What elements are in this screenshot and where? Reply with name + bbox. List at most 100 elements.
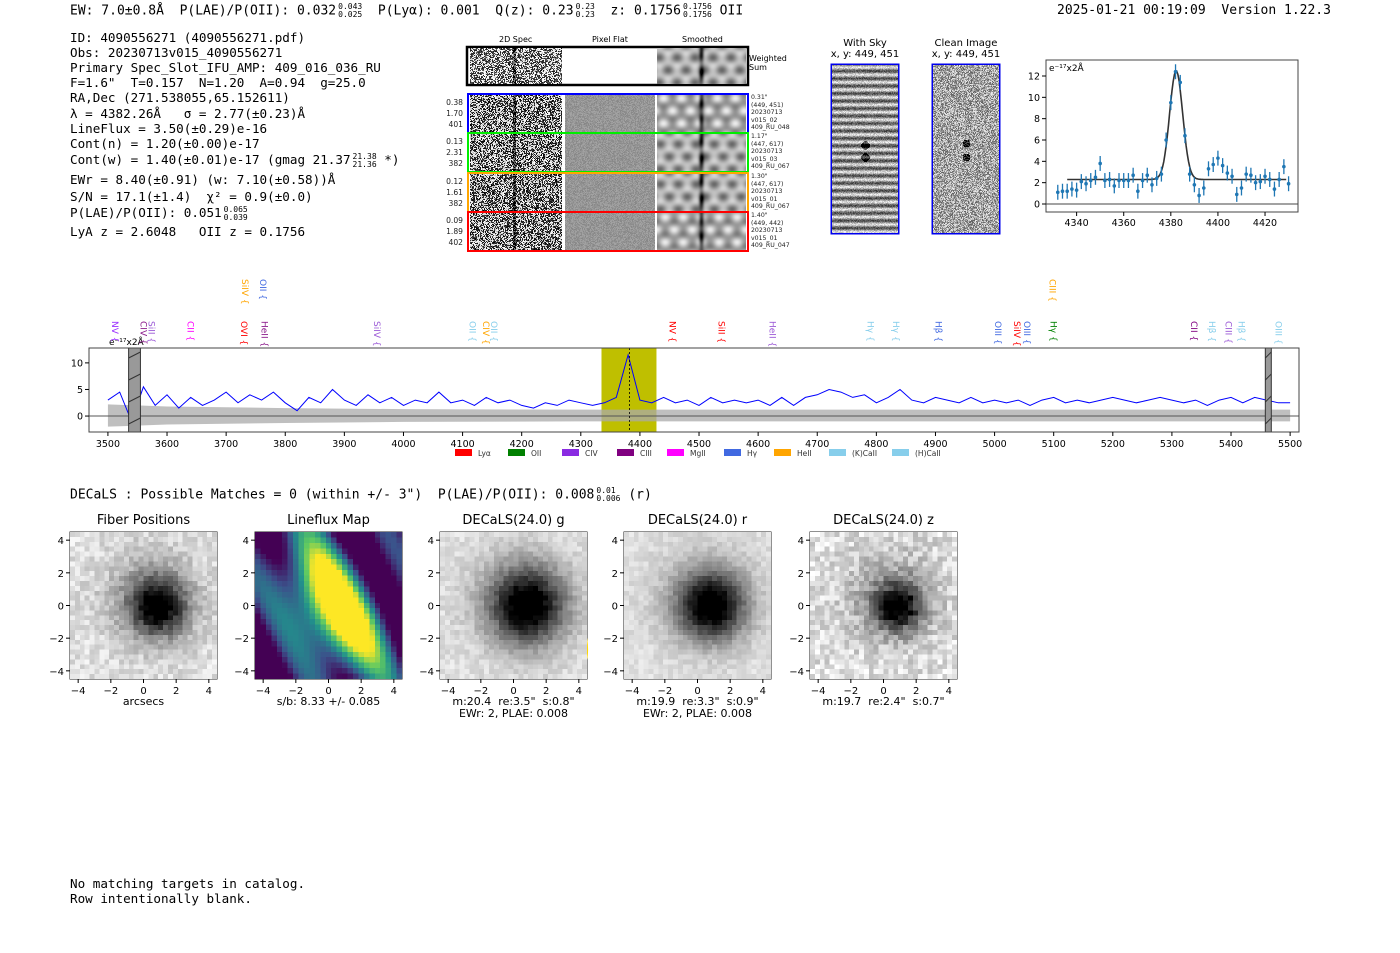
fit-data-point xyxy=(1239,186,1244,190)
timestamp: 2025-01-21 00:19:09 xyxy=(1057,3,1206,18)
masked-region-hatch xyxy=(1264,395,1272,403)
info-sn: S/N = 17.1(±1.4) χ² = 0.9(±0.0) xyxy=(70,189,313,204)
masked-region-hatch xyxy=(1264,373,1272,381)
fit-data-point xyxy=(1084,181,1088,186)
info-plae-text: P(LAE)/P(OII): 0.051 xyxy=(70,205,222,220)
spectrum-xtick-label: 5100 xyxy=(1042,439,1066,450)
spec-row-left-label: 1.61 xyxy=(446,188,463,197)
cutout-ytick-label: 0 xyxy=(243,602,249,613)
header-z: z: 0.1756 xyxy=(610,3,681,19)
fit-data-point xyxy=(1282,164,1286,169)
fit-data-point xyxy=(1197,193,1201,198)
spectrum-xtick-label: 4400 xyxy=(628,439,652,450)
spectral-line-label: HeII { xyxy=(766,321,776,347)
fit-data-point xyxy=(1093,175,1098,180)
spectrum-xtick-label: 4800 xyxy=(864,439,888,450)
cutout-xtick-label: 2 xyxy=(173,686,179,697)
fit-data-point xyxy=(1249,173,1253,177)
qz-hi: 0.23 xyxy=(575,2,595,11)
cutout-caption: EWr: 2, PLAE: 0.008 xyxy=(458,707,569,720)
fit-data-point xyxy=(1103,178,1107,183)
legend-label: Hγ xyxy=(747,449,758,458)
fit-data-point xyxy=(1140,178,1145,183)
with-sky-label: With Sky xyxy=(843,38,887,49)
info-params: F=1.6" T=0.157 N=1.20 A=0.94 g=25.0 xyxy=(70,75,366,90)
cutout-caption: s/b: 8.33 +/- 0.085 xyxy=(276,695,381,708)
cutout-xtick-label: 2 xyxy=(913,686,919,697)
spectral-line-label: HeII { xyxy=(259,321,269,347)
cutout-ytick-label: 4 xyxy=(243,536,249,547)
cutout-ytick-label: −4 xyxy=(419,667,434,678)
fit-data-point xyxy=(1159,172,1164,176)
error-band xyxy=(107,404,1291,427)
spec-row-smoothed xyxy=(657,134,746,171)
spec-row-right-label: 20230713 xyxy=(751,227,783,235)
fit-data-point xyxy=(1187,172,1192,176)
decals-plae-lo: 0.006 xyxy=(596,494,621,503)
spec-row-smoothed xyxy=(657,95,746,132)
spectrum-xtick-label: 4200 xyxy=(510,439,534,450)
cutout-image xyxy=(255,532,402,679)
fit-data-point xyxy=(1220,163,1225,168)
cutout-xtick-label: −4 xyxy=(71,686,86,697)
cutout-xtick-label: 0 xyxy=(694,686,700,697)
spectrum-xtick-label: 5300 xyxy=(1160,439,1184,450)
decals-band: (r) xyxy=(628,487,652,503)
cutout-ytick-label: 2 xyxy=(798,569,804,580)
spec-row-left-label: 401 xyxy=(448,120,464,129)
fit-data-point xyxy=(1253,180,1258,185)
spectrum-xtick-label: 4700 xyxy=(805,439,829,450)
header-timestamp-version: 2025-01-21 00:19:09 Version 1.22.3 xyxy=(1057,3,1331,18)
fit-plot-xtick-label: 4420 xyxy=(1253,218,1277,229)
spec-row-left-label: 1.70 xyxy=(446,109,463,118)
spectral-line-label: CIII { xyxy=(1223,321,1233,344)
fit-data-point xyxy=(1173,69,1178,74)
spectrum-xtick-label: 5500 xyxy=(1278,439,1302,450)
cutout-caption: m:19.7 re:2.4" s:0.7" xyxy=(822,695,945,708)
spec-row-2d-image xyxy=(470,134,562,171)
spec-row-right-label: v015_02 xyxy=(751,116,778,124)
header-z-range: 0.1756 0.1756 xyxy=(683,3,712,19)
spec-row-right-label: 1.40" xyxy=(751,212,768,219)
legend-swatch xyxy=(562,449,579,456)
fit-plot-ytick-label: 8 xyxy=(1034,114,1040,125)
fit-data-point xyxy=(1183,133,1187,138)
spec-row-pixel-flat xyxy=(565,174,655,211)
fit-data-point xyxy=(1088,178,1093,183)
cutout-ytick-label: −4 xyxy=(789,667,804,678)
fit-data-point xyxy=(1126,178,1131,183)
cutout-xtick-label: −4 xyxy=(256,686,271,697)
fit-data-point xyxy=(1192,183,1197,187)
fit-plot-xtick-label: 4340 xyxy=(1065,218,1089,229)
cutout-xtick-label: 4 xyxy=(206,686,212,697)
fit-data-point xyxy=(1154,176,1159,181)
spec-row-right-label: 409_RU_047 xyxy=(751,242,790,250)
fit-data-point xyxy=(1136,189,1140,193)
header-plae-range: 0.043 0.025 xyxy=(338,3,362,19)
legend-label: OII xyxy=(531,449,541,458)
masked-region-hatch xyxy=(128,417,141,425)
cutout-xtick-label: 4 xyxy=(760,686,766,697)
clean-image-coords: x, y: 449, 451 xyxy=(931,49,1001,60)
spec-row-frame xyxy=(467,211,749,252)
cutout-xtick-label: −4 xyxy=(811,686,826,697)
info-plae: P(LAE)/P(OII): 0.051 0.065 0.039 xyxy=(70,205,248,222)
masked-region-hatch xyxy=(128,351,141,359)
legend-label: CIII xyxy=(640,449,652,458)
cutout-xtick-label: 2 xyxy=(358,686,364,697)
fit-data-point xyxy=(1230,174,1234,179)
spectrum-xtick-label: 5400 xyxy=(1219,439,1243,450)
cutout-ytick-label: 0 xyxy=(798,602,804,613)
info-ewr: EWr = 8.40(±0.91) (w: 7.10(±0.58))Å xyxy=(70,172,336,187)
spec-row-left-label: 0.09 xyxy=(446,216,463,225)
cutout-xtick-label: 0 xyxy=(140,686,146,697)
footer-row-blank: Row intentionally blank. xyxy=(70,891,252,906)
spec-row-right-label: 409_RU_048 xyxy=(751,124,790,132)
cutout-caption: arcsecs xyxy=(122,695,165,708)
spectrum-xtick-label: 4900 xyxy=(923,439,947,450)
fit-data-point xyxy=(1216,156,1220,160)
fit-data-point xyxy=(1178,80,1183,85)
spec-row-left-label: 1.89 xyxy=(446,227,463,236)
col-label-2d-spec: 2D Spec xyxy=(499,35,533,44)
cutout-caption: EWr: 2, PLAE: 0.008 xyxy=(642,707,753,720)
